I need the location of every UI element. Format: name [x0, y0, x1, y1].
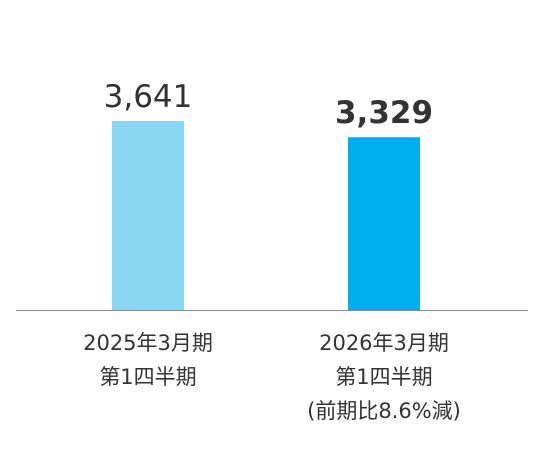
category-label-line: 2025年3月期: [83, 331, 213, 355]
category-label-line: 2026年3月期: [319, 331, 449, 355]
data-label-0: 3,641: [104, 79, 193, 115]
data-label-1: 3,329: [335, 95, 433, 131]
category-label-2026: 2026年3月期 第1四半期 (前期比8.6%減): [264, 326, 504, 428]
bar-1: [348, 137, 420, 310]
category-label-2025: 2025年3月期 第1四半期: [28, 326, 268, 394]
category-label-line: 第1四半期: [99, 365, 197, 389]
category-label-line: 第1四半期: [335, 365, 433, 389]
bar-0: [112, 121, 184, 310]
category-label-line: (前期比8.6%減): [307, 399, 461, 423]
